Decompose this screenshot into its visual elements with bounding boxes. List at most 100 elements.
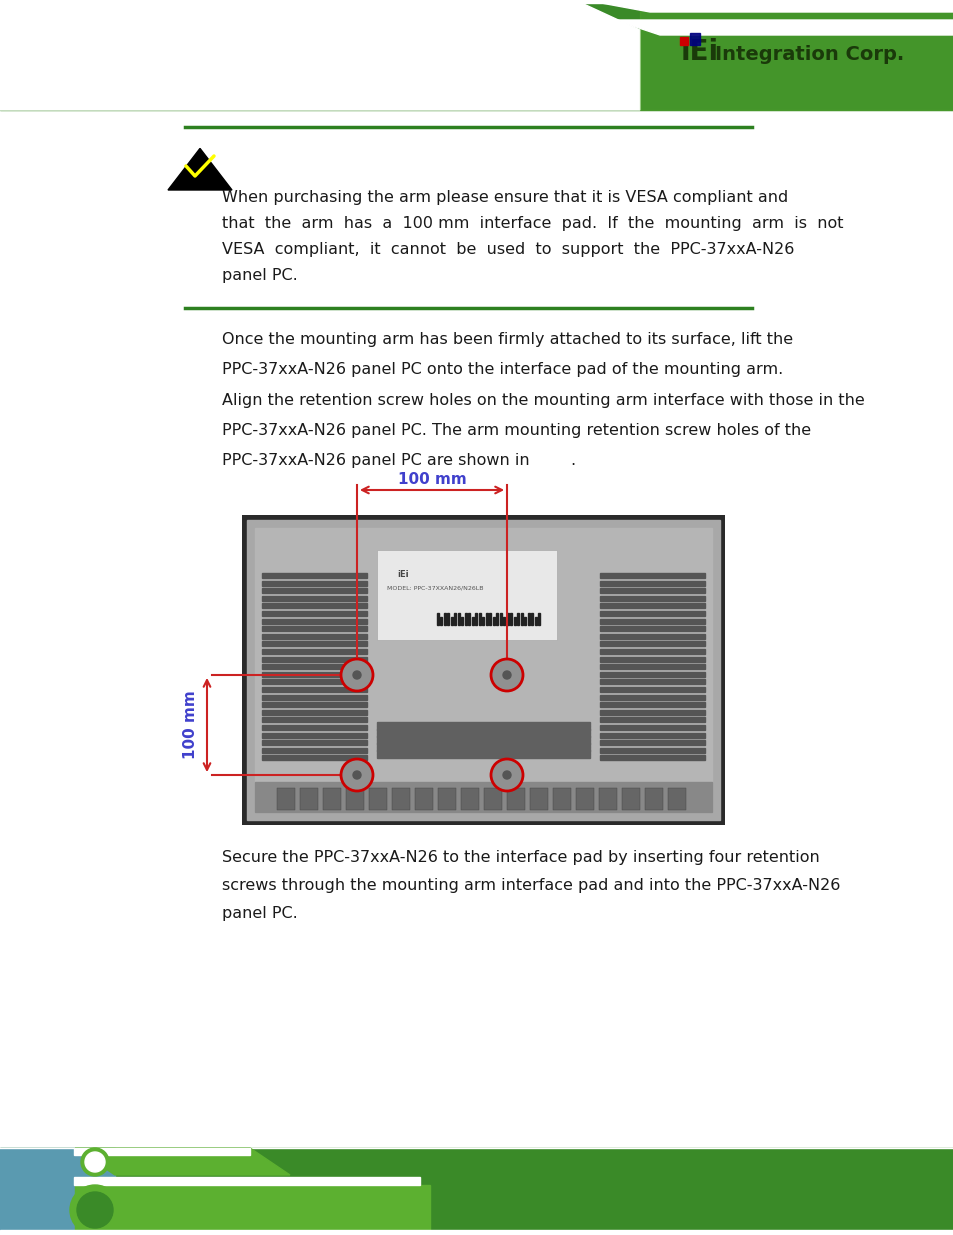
Text: Once the mounting arm has been firmly attached to its surface, lift the: Once the mounting arm has been firmly at… [222,332,792,347]
Bar [454,613,456,625]
Bar [262,580,367,585]
Circle shape [502,671,511,679]
Bar [262,595,367,600]
Bar [437,788,456,810]
Text: Integration Corp.: Integration Corp. [715,46,903,64]
Bar [506,613,509,625]
Bar [553,788,571,810]
Bar [599,641,704,646]
Bar [461,618,463,625]
Bar [599,725,704,730]
Text: iEi: iEi [680,38,719,65]
Bar [493,618,495,625]
Bar [599,703,704,708]
Bar [376,750,589,755]
Bar [599,595,704,600]
Bar [262,588,367,593]
Bar [262,626,367,631]
Bar [451,618,453,625]
Bar [468,613,470,625]
Text: PPC-37xxA-N26 panel PC onto the interface pad of the mounting arm.: PPC-37xxA-N26 panel PC onto the interfac… [222,362,782,377]
Bar [599,580,704,585]
Bar [262,718,367,722]
Polygon shape [168,148,232,190]
Circle shape [353,771,360,779]
Bar [262,756,367,761]
Bar [514,618,516,625]
Bar [346,788,364,810]
Text: screws through the mounting arm interface pad and into the PPC-37xxA-N26: screws through the mounting arm interfac… [222,878,840,893]
Bar [599,634,704,638]
Bar [535,618,537,625]
Bar [262,650,367,655]
Bar [483,788,501,810]
Bar [262,710,367,715]
Bar [262,725,367,730]
Bar [599,573,704,578]
Bar [447,613,449,625]
Text: panel PC.: panel PC. [222,268,297,283]
Polygon shape [599,20,953,35]
Bar [478,613,480,625]
Text: VESA  compliant,  it  cannot  be  used  to  support  the  PPC-37xxA-N26: VESA compliant, it cannot be used to sup… [222,242,794,257]
Bar [537,613,540,625]
Bar [443,613,446,625]
Text: MODEL: PPC-37XXAN26/N26LB: MODEL: PPC-37XXAN26/N26LB [387,585,483,590]
Bar [376,725,589,730]
Polygon shape [569,0,953,12]
Text: When purchasing the arm please ensure that it is VESA compliant and: When purchasing the arm please ensure th… [222,190,787,205]
Text: PPC-37xxA-N26 panel PC are shown in: PPC-37xxA-N26 panel PC are shown in [222,453,529,468]
Bar [679,37,687,44]
Bar [520,613,522,625]
Text: .: . [569,453,575,468]
Bar [517,613,519,625]
Text: panel PC.: panel PC. [222,906,297,921]
Bar [323,788,340,810]
Bar [598,788,617,810]
Bar [472,618,474,625]
Bar [0,1149,115,1235]
Bar [376,550,557,640]
Bar [475,613,477,625]
Bar [369,788,387,810]
Bar [247,520,720,820]
Bar [599,657,704,662]
Bar [485,613,488,625]
Circle shape [353,671,360,679]
Bar [599,740,704,745]
Bar [262,748,367,753]
Bar [392,788,410,810]
Bar [599,650,704,655]
Bar [262,604,367,609]
Bar [599,604,704,609]
Bar [599,611,704,616]
Text: Align the retention screw holes on the mounting arm interface with those in the: Align the retention screw holes on the m… [222,393,863,408]
Bar [262,687,367,692]
Bar [524,618,526,625]
Text: PPC-37xxA-N26 panel PC. The arm mounting retention screw holes of the: PPC-37xxA-N26 panel PC. The arm mounting… [222,424,810,438]
Bar [599,687,704,692]
Circle shape [491,659,522,692]
Bar [599,672,704,677]
Bar [262,634,367,638]
Bar [436,613,438,625]
Bar [0,1230,953,1235]
Bar [262,679,367,684]
Bar [621,788,639,810]
Bar [599,748,704,753]
Bar [667,788,685,810]
Bar [262,732,367,737]
Bar [262,573,367,578]
Circle shape [77,1192,112,1228]
Bar [599,619,704,624]
Bar [254,529,711,811]
Bar [503,618,505,625]
Bar [599,664,704,669]
Bar [599,756,704,761]
Bar [644,788,662,810]
Polygon shape [75,1186,430,1235]
Bar [0,1223,953,1235]
Text: 100 mm: 100 mm [183,690,198,760]
Bar [531,613,533,625]
Bar [464,613,467,625]
